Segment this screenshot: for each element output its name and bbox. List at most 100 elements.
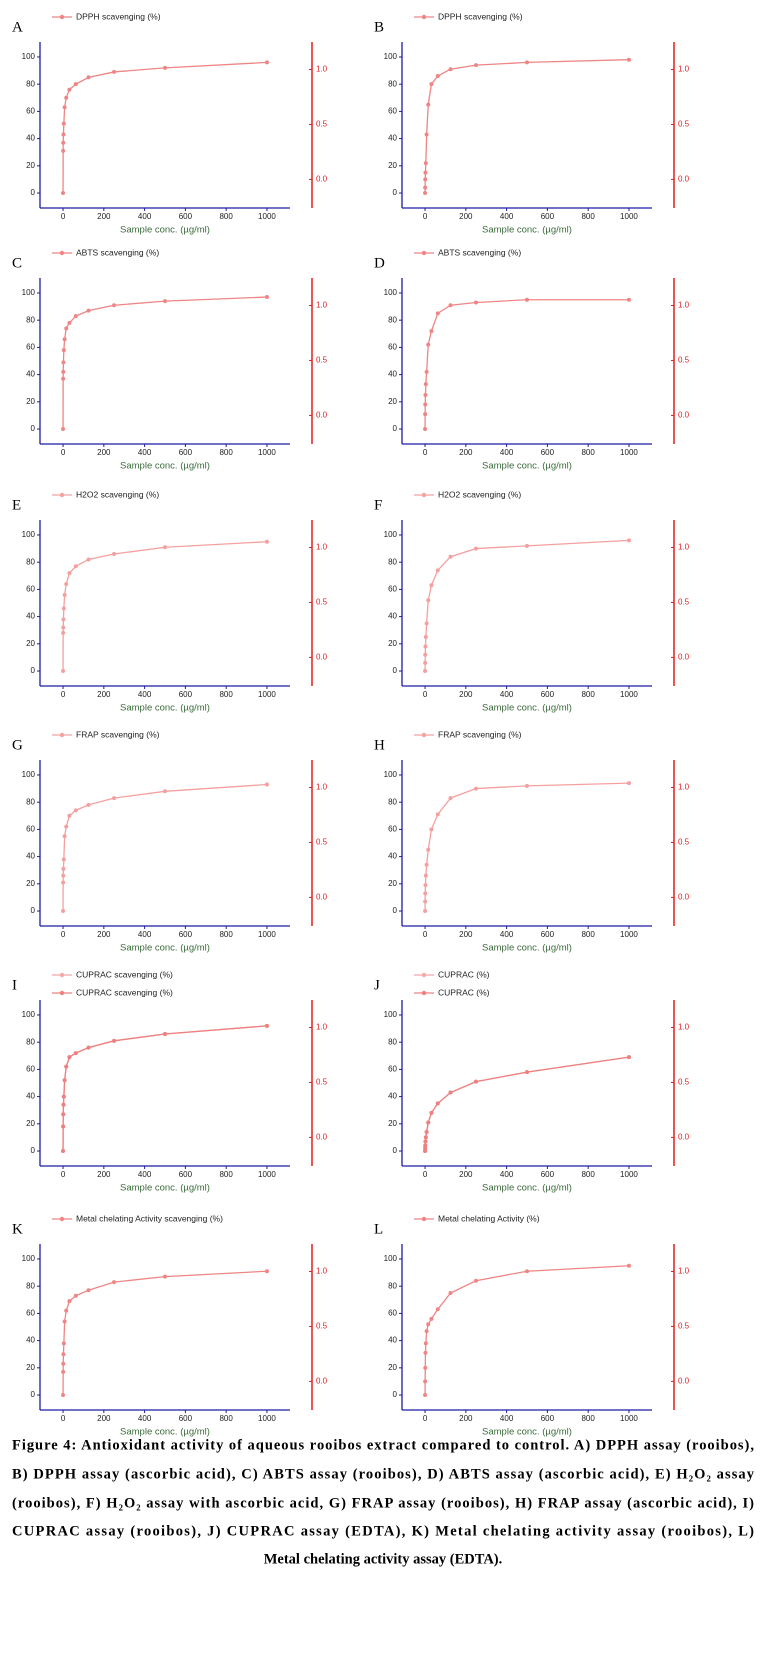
data-point: [423, 1143, 428, 1148]
x-tick-label: 600: [541, 212, 555, 221]
y2-tick-label: 0.5: [316, 120, 328, 129]
data-point: [61, 376, 66, 381]
y2-tick-label: 1.0: [316, 543, 328, 552]
y-tick-label: 60: [26, 825, 35, 834]
data-point: [423, 402, 428, 407]
x-axis-label: Sample conc. (µg/ml): [120, 1427, 210, 1438]
caption-line: (rooibos), F) H₂O₂ assay with ascorbic a…: [12, 1495, 754, 1511]
legend-marker: [421, 972, 427, 978]
y-tick-label: 20: [388, 1363, 397, 1372]
x-tick-label: 200: [459, 448, 473, 457]
y-tick-label: 40: [26, 1336, 35, 1345]
x-tick-label: 1000: [258, 448, 276, 457]
y-tick-label: 40: [388, 612, 397, 621]
legend-marker: [421, 1216, 427, 1222]
data-point: [61, 1112, 66, 1117]
data-point: [61, 360, 66, 365]
legend-label: CUPRAC (%): [438, 969, 490, 979]
data-point: [423, 382, 428, 387]
data-point: [423, 660, 428, 665]
y-tick-label: 60: [26, 1065, 35, 1074]
panel-label: C: [12, 255, 22, 271]
series-line: [424, 1265, 629, 1396]
x-tick-label: 800: [581, 1414, 595, 1423]
legend-label: CUPRAC (%): [438, 987, 490, 997]
data-point: [423, 883, 428, 888]
y-tick-label: 60: [26, 1309, 35, 1318]
data-point: [67, 571, 72, 576]
series-line: [424, 782, 629, 912]
legend-label: ABTS scavenging (%): [438, 247, 521, 257]
data-point: [424, 621, 429, 626]
x-tick-label: 600: [179, 212, 193, 221]
y-tick-label: 40: [26, 612, 35, 621]
x-tick-label: 200: [459, 1170, 473, 1179]
data-point: [525, 783, 529, 788]
y-tick-label: 20: [388, 1119, 397, 1128]
data-point: [423, 170, 428, 175]
y-tick-label: 40: [26, 852, 35, 861]
data-point: [423, 1139, 428, 1144]
data-point: [264, 295, 269, 300]
x-axis-label: Sample conc. (µg/ml): [120, 225, 210, 236]
data-point: [423, 412, 428, 417]
y2-tick-label: 0.0: [678, 1133, 690, 1142]
series-line: [424, 59, 629, 194]
data-point: [73, 808, 78, 813]
y-tick-label: 100: [22, 288, 36, 297]
series-line: [62, 783, 268, 912]
data-point: [86, 75, 91, 80]
legend-marker: [421, 990, 427, 996]
data-point: [424, 1129, 429, 1134]
y2-tick-label: 0.5: [678, 1078, 690, 1087]
legend-label: FRAP scavenging (%): [438, 729, 522, 739]
data-point: [264, 782, 269, 787]
y-tick-label: 0: [31, 666, 36, 675]
x-tick-label: 400: [500, 1170, 514, 1179]
data-point: [426, 1322, 431, 1327]
y-tick-label: 80: [26, 557, 35, 566]
data-point: [61, 617, 66, 622]
x-axis-label: Sample conc. (µg/ml): [482, 703, 572, 714]
y-tick-label: 0: [393, 666, 398, 675]
legend-marker: [421, 732, 427, 738]
x-tick-label: 1000: [620, 690, 638, 699]
data-point: [448, 1290, 453, 1295]
x-tick-label: 400: [138, 1414, 152, 1423]
legend-label: DPPH scavenging (%): [76, 11, 161, 21]
data-point: [626, 297, 631, 302]
y2-tick-label: 0.0: [678, 1377, 690, 1386]
data-point: [86, 1045, 91, 1050]
data-point: [86, 802, 91, 807]
panel-label: K: [12, 1221, 23, 1237]
data-point: [61, 669, 66, 674]
legend-label: Metal chelating Activity (%): [438, 1213, 540, 1223]
data-point: [67, 1299, 72, 1304]
series-line: [62, 1025, 268, 1152]
x-tick-label: 0: [61, 690, 66, 699]
data-point: [424, 1329, 429, 1334]
data-point: [448, 1090, 453, 1095]
data-point: [626, 57, 631, 62]
data-point: [61, 369, 66, 374]
data-point: [61, 1341, 66, 1346]
y-tick-label: 60: [388, 1309, 397, 1318]
y2-tick-label: 0.0: [316, 653, 328, 662]
data-point: [423, 644, 428, 649]
x-tick-label: 200: [97, 1170, 111, 1179]
x-tick-label: 1000: [258, 212, 276, 221]
y-tick-label: 60: [388, 825, 397, 834]
x-tick-label: 1000: [258, 1170, 276, 1179]
x-tick-label: 200: [97, 448, 111, 457]
data-point: [435, 568, 440, 573]
x-tick-label: 800: [581, 690, 595, 699]
data-point: [423, 1365, 428, 1370]
data-point: [264, 60, 269, 65]
legend-label: CUPRAC scavenging (%): [76, 987, 173, 997]
data-point: [448, 554, 453, 559]
data-point: [64, 1064, 69, 1069]
data-point: [61, 348, 66, 353]
data-point: [426, 342, 431, 347]
x-tick-label: 600: [541, 690, 555, 699]
y-tick-label: 80: [26, 1281, 35, 1290]
